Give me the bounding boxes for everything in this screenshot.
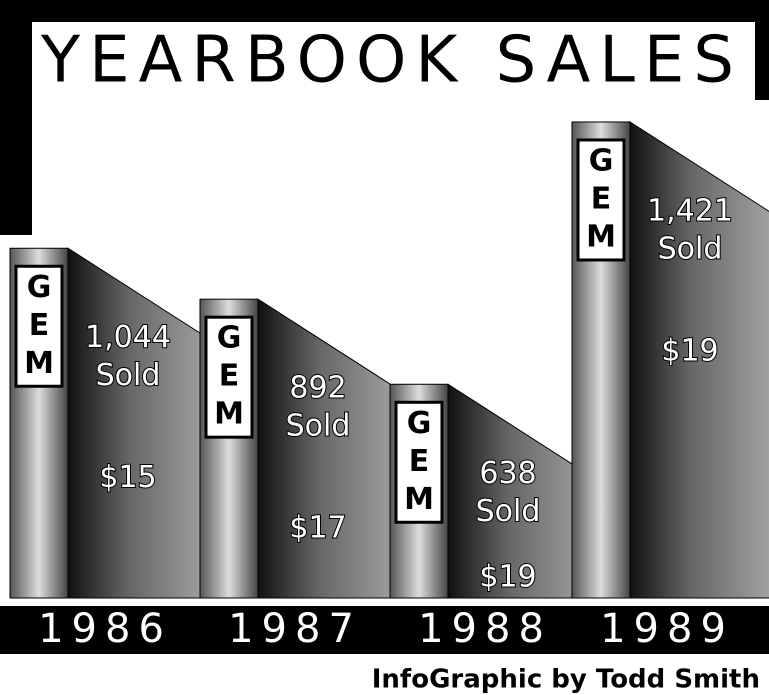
x-tick-label: 1987 [228,606,362,652]
price-label: $19 [661,333,718,368]
spine-letter: E [29,308,50,343]
x-tick-label: 1989 [600,606,734,652]
value-label: 1,421 [647,193,733,228]
unit-label: Sold [286,409,351,444]
unit-label: Sold [476,494,541,529]
spine-letter: M [586,219,616,254]
right-band [755,22,769,100]
price-label: $17 [289,511,346,546]
price-label: $19 [479,560,536,595]
spine-letter: M [214,397,244,432]
spine-letter: E [219,359,240,394]
spine-letter: M [404,482,434,517]
value-label: 638 [479,456,536,491]
spine-letter: M [24,346,54,381]
unit-label: Sold [658,231,723,266]
top-band [0,0,769,22]
spine-letter: G [217,321,242,356]
spine-letter: E [409,444,430,479]
spine-letter: G [407,406,432,441]
book-cover [68,248,220,598]
price-label: $15 [99,460,156,495]
spine-letter: G [589,143,614,178]
x-tick-label: 1988 [418,606,552,652]
spine-letter: E [591,181,612,216]
spine-letter: G [27,270,52,305]
value-label: 1,044 [85,320,171,355]
left-band [0,0,32,235]
unit-label: Sold [96,358,161,393]
x-tick-label: 1986 [38,606,172,652]
value-label: 892 [289,371,346,406]
credit: InfoGraphic by Todd Smith [372,665,760,695]
book-cover [258,299,410,598]
chart-title: YEARBOOK SALES [40,24,743,98]
chart: YEARBOOK SALES InfoGraphic by Todd Smith… [0,0,769,695]
